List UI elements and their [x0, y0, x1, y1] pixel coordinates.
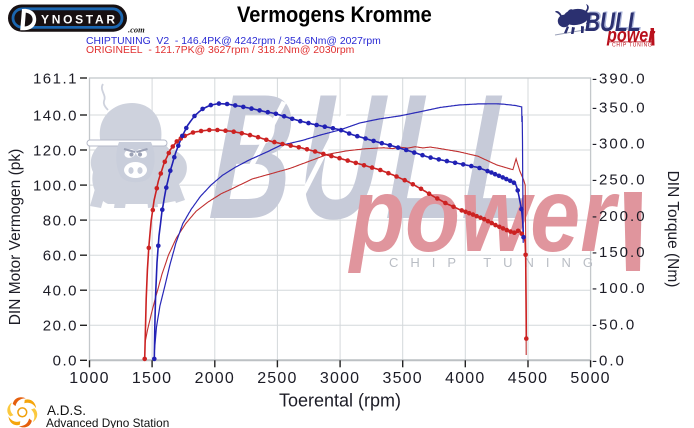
svg-text:-300.0: -300.0: [592, 135, 647, 152]
svg-text:4500: 4500: [508, 370, 548, 387]
svg-text:-0.0: -0.0: [592, 353, 626, 370]
svg-text:1000: 1000: [69, 370, 109, 387]
svg-text:CHIP TUNING: CHIP TUNING: [612, 42, 653, 48]
svg-text:120.0: 120.0: [33, 142, 78, 159]
svg-text:80.0: 80.0: [43, 212, 78, 229]
svg-text:-150.0: -150.0: [592, 244, 647, 261]
svg-text:-250.0: -250.0: [592, 172, 647, 189]
svg-text:20.0: 20.0: [43, 318, 78, 335]
svg-text:161.1: 161.1: [33, 70, 78, 87]
svg-text:40.0: 40.0: [43, 283, 78, 300]
svg-text:YNOSTAR: YNOSTAR: [41, 13, 118, 27]
svg-text:5000: 5000: [570, 370, 610, 387]
svg-text:Toerental (rpm): Toerental (rpm): [279, 391, 401, 411]
svg-text:DIN Motor Vermogen (pk): DIN Motor Vermogen (pk): [7, 149, 24, 326]
svg-text:-200.0: -200.0: [592, 208, 647, 225]
svg-text:3500: 3500: [382, 370, 422, 387]
svg-text:2500: 2500: [257, 370, 297, 387]
svg-text:140.0: 140.0: [33, 107, 78, 124]
svg-text:CHIP TUNING: CHIP TUNING: [389, 255, 605, 270]
svg-text:power: power: [606, 24, 655, 46]
svg-text:-100.0: -100.0: [592, 280, 647, 297]
svg-text:DIN Torque (Nm): DIN Torque (Nm): [664, 171, 681, 288]
svg-text:4000: 4000: [445, 370, 485, 387]
svg-text:BULL: BULL: [585, 7, 640, 37]
svg-text:-50.0: -50.0: [592, 316, 636, 333]
svg-text:-390.0: -390.0: [592, 70, 647, 87]
svg-text:3000: 3000: [320, 370, 360, 387]
svg-text:2000: 2000: [195, 370, 235, 387]
svg-text:.com: .com: [128, 25, 145, 35]
svg-text:-350.0: -350.0: [592, 99, 647, 116]
svg-text:100.0: 100.0: [33, 177, 78, 194]
svg-text:60.0: 60.0: [43, 248, 78, 265]
svg-text:BULL: BULL: [587, 6, 642, 36]
svg-text:0.0: 0.0: [53, 353, 78, 370]
svg-text:1500: 1500: [132, 370, 172, 387]
